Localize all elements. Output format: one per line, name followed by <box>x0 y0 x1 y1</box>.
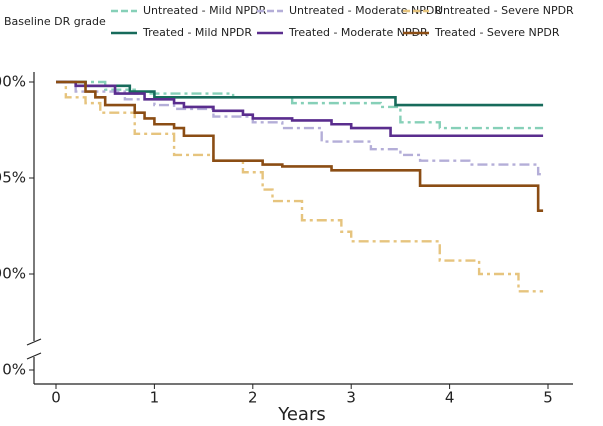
y-tick-label: 0% <box>2 361 26 379</box>
survival-line <box>56 80 544 293</box>
legend-label: Treated - Mild NPDR <box>142 26 252 39</box>
y-tick-label: 100% <box>0 73 26 91</box>
x-tick-label: 4 <box>445 389 455 407</box>
legend-label: Treated - Severe NPDR <box>434 26 560 39</box>
x-tick-label: 0 <box>51 389 61 407</box>
survival-line <box>56 80 544 176</box>
x-tick-label: 3 <box>346 389 356 407</box>
legend-label: Untreated - Moderate NPDR <box>289 4 442 17</box>
axis-break <box>26 338 42 346</box>
x-tick-label: 1 <box>150 389 160 407</box>
survival-line <box>56 80 544 130</box>
axis-break <box>26 352 42 360</box>
legend-label: Untreated - Severe NPDR <box>435 4 574 17</box>
x-tick-label: 2 <box>248 389 258 407</box>
survival-line <box>56 80 544 138</box>
y-tick-label: 95% <box>0 169 26 187</box>
legend-label: Untreated - Mild NPDR <box>143 4 267 17</box>
legend-label: Treated - Moderate NPDR <box>288 26 428 39</box>
x-tick-label: 5 <box>543 389 553 407</box>
legend-title: Baseline DR grade <box>4 15 106 28</box>
y-tick-label: 90% <box>0 265 26 283</box>
survival-line <box>56 80 544 212</box>
x-axis-label: Years <box>277 404 326 425</box>
